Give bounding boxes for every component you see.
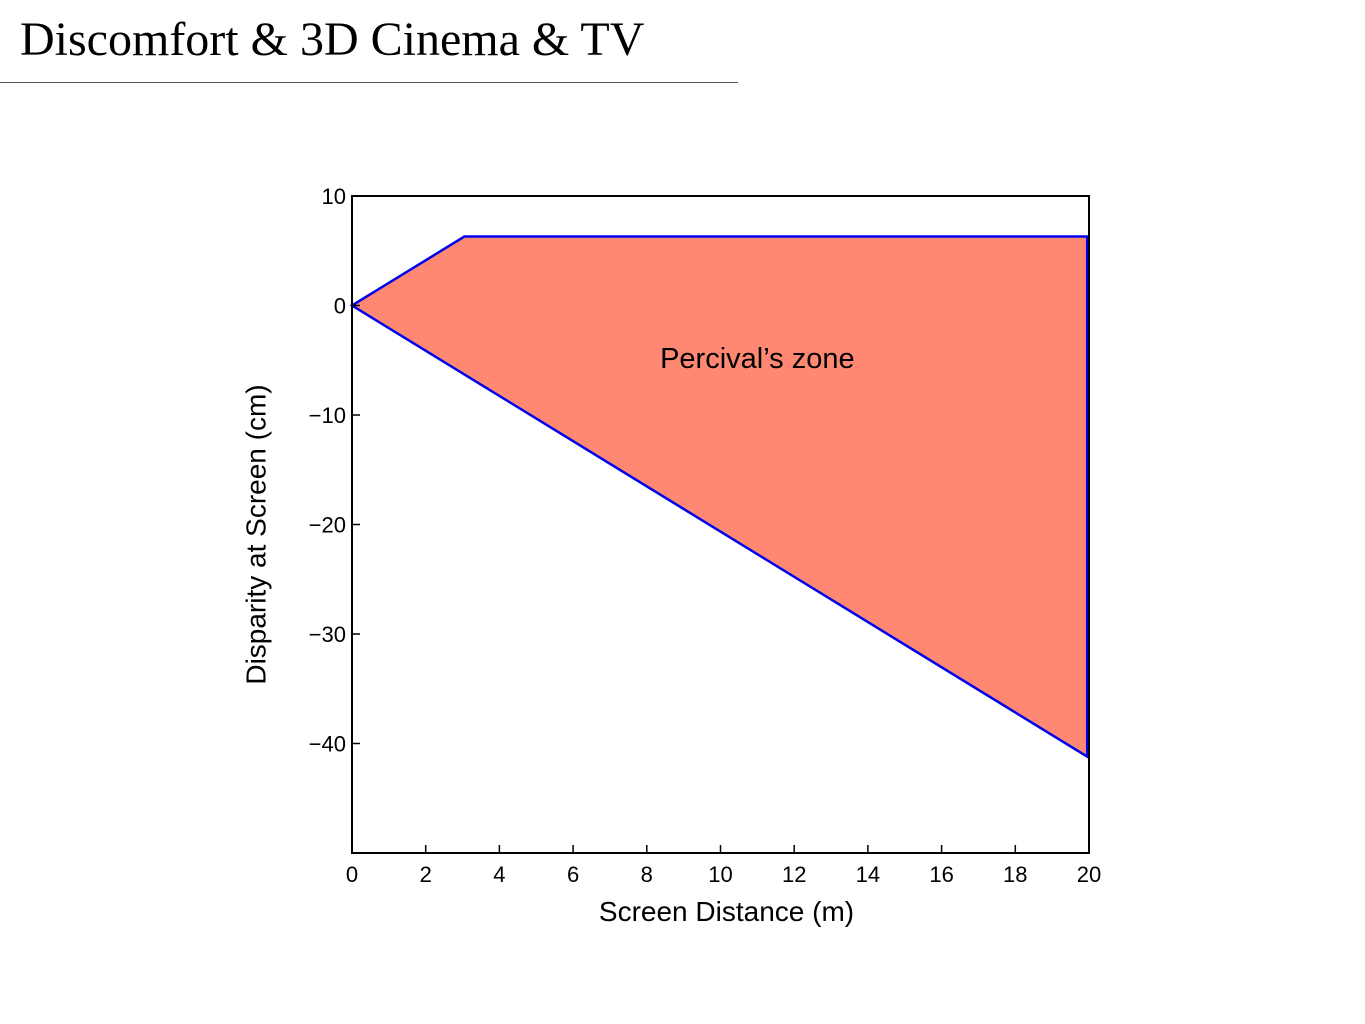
y-tick-label: −40	[309, 732, 346, 757]
y-tick-label: −30	[309, 622, 346, 647]
x-tick-label: 20	[1077, 862, 1101, 887]
slide-title: Discomfort & 3D Cinema & TV	[20, 13, 645, 66]
x-tick-label: 18	[1003, 862, 1027, 887]
x-tick-label: 2	[420, 862, 432, 887]
x-tick-label: 12	[782, 862, 806, 887]
zone-region-0	[349, 235, 1089, 759]
y-tick-label: −10	[309, 403, 346, 428]
x-tick-label: 8	[641, 862, 653, 887]
zone-annotation-0: Percival’s zone	[660, 343, 855, 375]
x-tick-label: 16	[929, 862, 953, 887]
x-tick-label: 4	[493, 862, 505, 887]
title-divider	[0, 82, 738, 83]
y-tick-label: 10	[322, 184, 346, 209]
x-tick-label: 14	[856, 862, 880, 887]
x-axis-label: Screen Distance (m)	[599, 896, 854, 927]
y-tick-label: 0	[334, 294, 346, 319]
y-tick-label: −20	[309, 513, 346, 538]
x-tick-label: 0	[346, 862, 358, 887]
x-tick-label: 6	[567, 862, 579, 887]
y-axis-label: Disparity at Screen (cm)	[240, 384, 271, 684]
x-tick-label: 10	[708, 862, 732, 887]
